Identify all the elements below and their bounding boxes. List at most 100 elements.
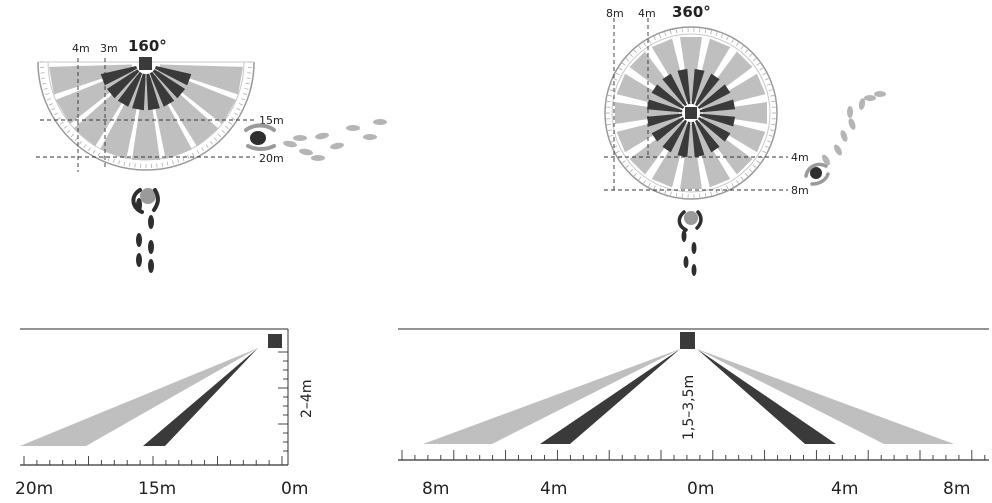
dial-tick (731, 39, 734, 44)
plan-360-angle-label: 360° (672, 3, 711, 21)
footprint-icon (136, 198, 142, 212)
footprint-icon (136, 253, 142, 267)
dial-tick (209, 141, 214, 145)
person-walking-icon (677, 210, 703, 232)
dial-tick (653, 185, 656, 190)
footprint-icon (858, 98, 866, 110)
dial-tick (638, 176, 642, 181)
footprint-icon (293, 135, 307, 141)
dial-tick (621, 160, 626, 164)
person-arm-icon (244, 123, 276, 132)
footprint-icon (840, 130, 848, 142)
plan-160-dial-ticks (40, 61, 252, 168)
dial-tick (107, 157, 110, 162)
dial-tick (74, 137, 79, 142)
person-head-icon (810, 167, 822, 179)
dial-tick (166, 161, 169, 166)
side-right-axis-4m-right: 4m (831, 479, 858, 499)
dial-tick (56, 117, 61, 121)
dial-tick (239, 103, 243, 106)
plan-360-inner-ring (611, 33, 771, 193)
dial-tick (675, 192, 678, 197)
dial-tick (715, 32, 718, 37)
detection-zone-near (154, 66, 192, 86)
footprint-icon (874, 91, 886, 97)
footprint-icon (148, 215, 154, 229)
dial-tick (633, 49, 638, 54)
detection-zone-near (677, 68, 691, 105)
detection-zone-near (697, 84, 731, 109)
dial-tick (735, 42, 739, 47)
dial-tick (756, 160, 761, 164)
footprint-icon (330, 142, 344, 150)
detection-zone-far (703, 102, 767, 124)
dial-tick (633, 172, 638, 177)
footprints-trail (681, 230, 697, 276)
dial-tick (221, 129, 226, 134)
person-arm-icon (152, 188, 160, 212)
dial-tick (613, 78, 618, 81)
plan-360-label-4m: 4m (638, 7, 656, 20)
dial-tick (112, 158, 115, 163)
dial-tick (625, 164, 630, 168)
detection-zone-near (695, 73, 720, 107)
dial-tick (83, 144, 87, 149)
dial-tick (234, 112, 238, 116)
detection-zone-near (100, 66, 138, 86)
dial-tick (658, 34, 662, 39)
plan-360-sensor (685, 107, 697, 119)
person-arm-icon (804, 162, 828, 178)
side-left-height-scale (278, 351, 288, 452)
dial-tick (625, 58, 630, 62)
dial-tick (749, 169, 753, 173)
dial-tick (63, 125, 67, 130)
detection-zone-near (152, 69, 186, 99)
footprint-icon (148, 240, 154, 254)
dial-tick (762, 72, 767, 76)
dial-tick (615, 72, 620, 76)
dial-tick (726, 185, 729, 190)
dial-tick (762, 150, 767, 154)
dial-tick (244, 88, 249, 90)
detection-zone-far (148, 76, 192, 159)
dial-tick (187, 155, 190, 159)
dial-tick (59, 121, 64, 125)
dial-tick (607, 129, 612, 132)
dial-tick (653, 36, 656, 41)
dial-tick (664, 189, 667, 194)
dial-tick (766, 83, 772, 86)
detection-zone-far (701, 73, 766, 110)
dial-tick (752, 58, 757, 62)
dial-tick (129, 162, 131, 167)
footprints-trail (136, 198, 154, 273)
dial-tick (78, 141, 83, 145)
detection-zone-far (100, 76, 144, 159)
footprint-icon (691, 242, 697, 254)
detection-zone-far (73, 73, 139, 147)
side-left-axis-15m: 15m (138, 479, 176, 499)
dial-tick (771, 123, 776, 126)
dial-tick (66, 129, 71, 134)
dial-tick (759, 67, 764, 71)
person-head-icon (250, 131, 266, 145)
dial-tick (191, 152, 195, 157)
detection-zone-far (153, 73, 219, 147)
dial-tick (123, 161, 126, 166)
side-view-right: 1,5–3,5m 8m 4m 0m 4m 8m (398, 328, 989, 499)
side-right-distance-scale (401, 450, 986, 460)
dial-tick (629, 169, 633, 173)
person-arm-icon (810, 172, 830, 186)
plan-160-outer-arc (37, 61, 255, 171)
dial-tick (92, 150, 96, 154)
person-head-icon (684, 211, 698, 225)
detection-zone-far (701, 116, 766, 153)
footprint-icon (283, 140, 297, 148)
dial-tick (245, 82, 250, 85)
dial-tick (629, 53, 633, 57)
side-left-sensor (268, 334, 282, 348)
dial-tick (720, 187, 724, 192)
dial-tick (102, 155, 105, 159)
dial-tick (664, 32, 667, 37)
plan-160-detection-zones (49, 64, 243, 160)
dial-tick (97, 152, 101, 157)
